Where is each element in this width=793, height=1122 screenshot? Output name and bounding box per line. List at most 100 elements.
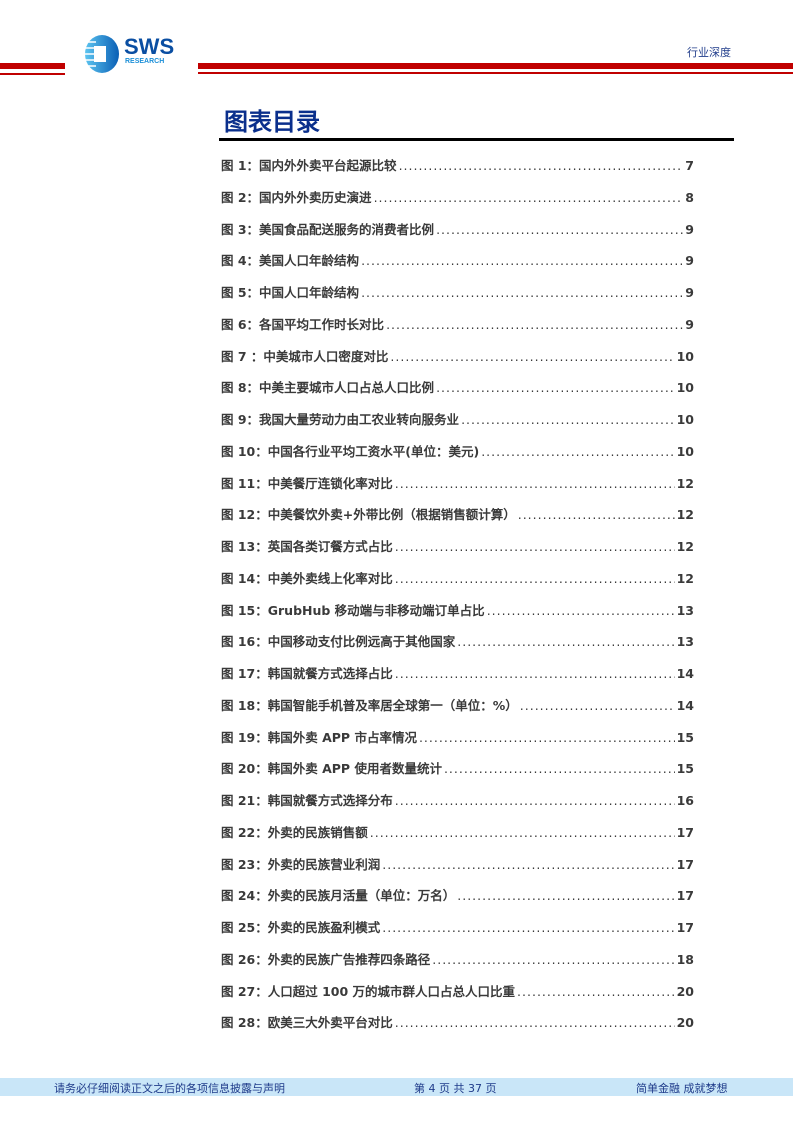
toc-entry[interactable]: 图 20：韩国外卖 APP 使用者数量统计 15 [221, 758, 694, 790]
leader-dots [436, 380, 675, 395]
entry-label: 图 5：中国人口年龄结构 [221, 285, 360, 300]
toc-entry[interactable]: 图 24：外卖的民族月活量（单位：万名） 17 [221, 885, 694, 917]
leader-dots [520, 698, 675, 713]
leader-dots [386, 317, 683, 332]
footer-disclaimer: 请务必仔细阅读正文之后的各项信息披露与声明 [54, 1082, 285, 1095]
leader-dots [370, 825, 675, 840]
toc-entry[interactable]: 图 12：中美餐饮外卖+外带比例（根据销售额计算） 12 [221, 504, 694, 536]
toc-entry[interactable]: 图 15：GrubHub 移动端与非移动端订单占比 13 [221, 600, 694, 632]
entry-page: 9 [685, 316, 694, 332]
toc-entry[interactable]: 图 18：韩国智能手机普及率居全球第一（单位：%） 14 [221, 695, 694, 727]
entry-label: 图 14：中美外卖线上化率对比 [221, 570, 393, 586]
toc-entry[interactable]: 图 14：中美外卖线上化率对比 12 [221, 568, 694, 600]
toc-entry[interactable]: 图 7 ：中美城市人口密度对比 10 [221, 346, 694, 378]
header-rule-right [198, 63, 793, 69]
entry-label: 图 13：英国各类订餐方式占比 [221, 539, 393, 554]
entry-page: 20 [676, 1015, 694, 1031]
toc-entry[interactable]: 图 10：中国各行业平均工资水平(单位：美元) 10 [221, 441, 694, 473]
toc-entry[interactable]: 图 13：英国各类订餐方式占比 12 [221, 536, 694, 568]
leader-dots [382, 857, 674, 872]
toc-entry[interactable]: 图 26：外卖的民族广告推荐四条路径 18 [221, 949, 694, 981]
leader-dots [374, 190, 684, 205]
leader-dots [487, 603, 675, 618]
footer: 请务必仔细阅读正文之后的各项信息披露与声明 第 4 页 共 37 页 简单金融 … [0, 1078, 793, 1096]
leader-dots [395, 793, 675, 808]
toc-entry[interactable]: 图 25：外卖的民族盈利模式 17 [221, 917, 694, 949]
entry-page: 9 [685, 253, 694, 269]
figure-list: 图 1：国内外外卖平台起源比较 7 图 2：国内外外卖历史演进 8 图 3：美国食品配送… [221, 155, 694, 1044]
entry-page: 10 [676, 380, 694, 396]
toc-entry[interactable]: 图 4：美国人口年龄结构 9 [221, 250, 694, 282]
entry-page: 14 [676, 666, 694, 681]
leader-dots [395, 666, 675, 681]
entry-page: 17 [676, 856, 694, 872]
leader-dots [457, 634, 674, 649]
leader-dots [395, 539, 675, 554]
entry-page: 12 [676, 570, 694, 586]
entry-label: 图 3：美国食品配送服务的消费者比例 [221, 221, 435, 237]
leader-dots [436, 222, 683, 237]
entry-page: 13 [676, 602, 694, 618]
toc-entry[interactable]: 图 22：外卖的民族销售额 17 [221, 822, 694, 854]
entry-page: 17 [676, 888, 694, 904]
entry-label: 图 1：国内外外卖平台起源比较 [221, 158, 397, 173]
entry-page: 17 [676, 920, 694, 935]
entry-page: 12 [676, 475, 694, 491]
entry-label: 图 10：中国各行业平均工资水平(单位：美元) [221, 443, 480, 459]
entry-label: 图 17：韩国就餐方式选择占比 [221, 666, 393, 681]
entry-label: 图 19：韩国外卖 APP 市占率情况 [221, 729, 417, 745]
toc-entry[interactable]: 图 1：国内外外卖平台起源比较 7 [221, 155, 694, 187]
toc-entry[interactable]: 图 19：韩国外卖 APP 市占率情况 15 [221, 727, 694, 759]
entry-label: 图 27：人口超过 100 万的城市群人口占总人口比重 [221, 983, 516, 999]
toc-entry[interactable]: 图 3：美国食品配送服务的消费者比例 9 [221, 219, 694, 251]
toc-entry[interactable]: 图 6：各国平均工作时长对比 9 [221, 314, 694, 346]
toc-entry[interactable]: 图 23：外卖的民族营业利润 17 [221, 854, 694, 886]
leader-dots [461, 412, 675, 427]
entry-page: 10 [676, 412, 694, 427]
leader-dots [361, 285, 683, 300]
leader-dots [517, 984, 675, 999]
leader-dots [382, 920, 674, 935]
leader-dots [419, 730, 675, 745]
leader-dots [444, 761, 675, 776]
toc-entry[interactable]: 图 5：中国人口年龄结构 9 [221, 282, 694, 314]
entry-label: 图 18：韩国智能手机普及率居全球第一（单位：%） [221, 697, 518, 713]
entry-page: 13 [676, 634, 694, 650]
entry-page: 7 [685, 158, 694, 173]
toc-entry[interactable]: 图 2：国内外外卖历史演进 8 [221, 187, 694, 219]
toc-entry[interactable]: 图 9：我国大量劳动力由工农业转向服务业 10 [221, 409, 694, 441]
entry-page: 15 [676, 761, 694, 777]
entry-label: 图 12：中美餐饮外卖+外带比例（根据销售额计算） [221, 507, 516, 523]
entry-label: 图 4：美国人口年龄结构 [221, 253, 360, 269]
logo-text: SWS [124, 34, 175, 59]
leader-dots [457, 888, 674, 903]
leader-dots [518, 507, 675, 522]
toc-entry[interactable]: 图 16：中国移动支付比例远高于其他国家 13 [221, 631, 694, 663]
toc-entry[interactable]: 图 17：韩国就餐方式选择占比 14 [221, 663, 694, 695]
title-divider [219, 138, 734, 141]
header-rule-left [0, 63, 65, 69]
entry-page: 10 [676, 443, 694, 459]
logo-emblem-icon [85, 35, 119, 73]
footer-slogan: 简单金融 成就梦想 [636, 1082, 728, 1095]
entry-label: 图 20：韩国外卖 APP 使用者数量统计 [221, 761, 442, 777]
entry-page: 18 [676, 951, 694, 967]
sws-logo: SWS RESEARCH [82, 34, 192, 74]
toc-entry[interactable]: 图 11：中美餐厅连锁化率对比 12 [221, 473, 694, 505]
entry-label: 图 2：国内外外卖历史演进 [221, 189, 372, 205]
toc-entry[interactable]: 图 8：中美主要城市人口占总人口比例 10 [221, 377, 694, 409]
toc-entry[interactable]: 图 27：人口超过 100 万的城市群人口占总人口比重 20 [221, 981, 694, 1013]
leader-dots [395, 571, 675, 586]
entry-page: 8 [685, 189, 694, 205]
entry-label: 图 11：中美餐厅连锁化率对比 [221, 475, 393, 491]
entry-label: 图 25：外卖的民族盈利模式 [221, 920, 381, 935]
entry-page: 10 [676, 348, 694, 364]
toc-entry[interactable]: 图 21：韩国就餐方式选择分布 16 [221, 790, 694, 822]
toc-entry[interactable]: 图 28：欧美三大外卖平台对比 20 [221, 1012, 694, 1044]
entry-label: 图 24：外卖的民族月活量（单位：万名） [221, 888, 456, 904]
entry-page: 9 [685, 285, 694, 300]
leader-dots [395, 476, 675, 491]
entry-page: 12 [676, 539, 694, 554]
report-type: 行业深度 [687, 46, 731, 59]
entry-label: 图 22：外卖的民族销售额 [221, 824, 368, 840]
